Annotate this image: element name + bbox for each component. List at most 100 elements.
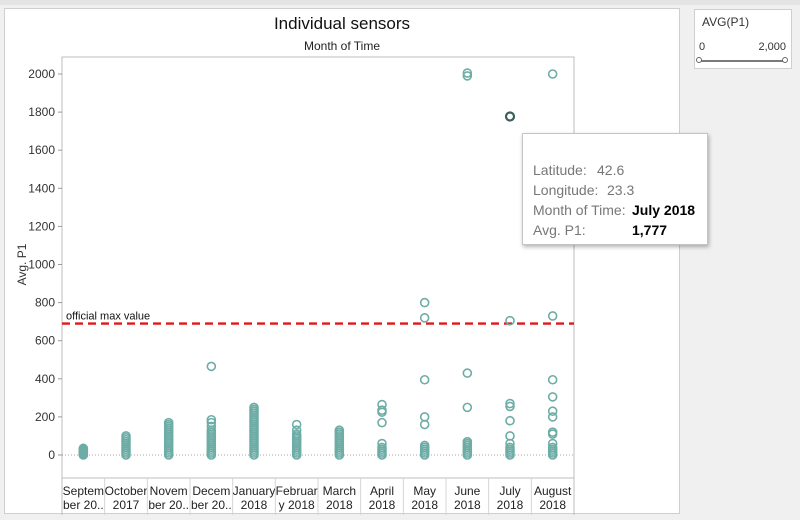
y-tick-label: 1200	[28, 219, 55, 233]
data-point	[547, 374, 558, 385]
x-tick-label: 2017	[113, 498, 140, 512]
x-tick-label: 2018	[497, 498, 524, 512]
data-point	[547, 392, 558, 402]
filter-min-label: 0	[699, 41, 706, 53]
y-axis-title: Avg. P1	[15, 243, 29, 285]
data-point	[291, 425, 302, 436]
x-tick-label: May	[413, 484, 436, 498]
chart-title: Individual sensors	[273, 14, 411, 33]
range-slider-max-handle[interactable]	[782, 57, 788, 63]
data-point	[206, 361, 217, 372]
y-tick-label: 200	[35, 410, 55, 424]
y-tick-label: 1600	[28, 143, 55, 157]
x-tick-label: June	[454, 484, 480, 498]
data-point	[547, 311, 558, 321]
data-point	[291, 429, 302, 439]
tooltip-month-value: July 2018	[632, 202, 696, 218]
x-tick-label: January	[233, 484, 276, 498]
data-point	[419, 297, 430, 308]
data-point	[377, 442, 387, 453]
tooltip-longitude-label: Longitude:	[533, 182, 599, 198]
x-tick-label: ber 20..	[191, 498, 232, 512]
data-point	[547, 69, 558, 79]
data-point	[419, 440, 430, 451]
x-tick-label: ber 20..	[148, 498, 189, 512]
plot-area-border	[61, 56, 575, 479]
data-point	[163, 417, 174, 428]
y-tick-label: 800	[35, 296, 55, 310]
data-point	[547, 412, 558, 422]
filter-max-label: 2,000	[758, 41, 786, 53]
scatter-plot[interactable]: 0 200 400 600 800 1000 1200 1400 1600 1800 2000 Avg…	[5, 9, 681, 515]
data-point	[249, 402, 259, 413]
top-bar	[0, 0, 800, 5]
y-tick-label: 600	[35, 334, 55, 348]
data-point	[547, 427, 558, 437]
x-tick-label: 2018	[241, 498, 268, 512]
x-tick-label: 2018	[539, 498, 566, 512]
x-tick-label: August	[534, 484, 572, 498]
x-tick-label: ber 20..	[63, 498, 104, 512]
data-point	[462, 68, 473, 78]
data-point	[547, 442, 558, 453]
data-point	[505, 398, 515, 409]
range-slider-min-handle[interactable]	[696, 57, 702, 63]
y-tick-label: 1800	[28, 105, 55, 119]
reference-line-label: official max value	[66, 311, 150, 323]
data-point	[419, 374, 430, 385]
data-point	[505, 315, 515, 326]
data-point	[505, 442, 515, 453]
data-point	[377, 438, 387, 449]
x-tick-label: October	[105, 484, 148, 498]
range-slider-track[interactable]	[696, 57, 788, 63]
data-point	[206, 421, 217, 432]
chart-worksheet: Individual sensors Month of Time 0 200 400…	[4, 8, 681, 515]
data-point	[505, 415, 515, 426]
data-point-highlighted	[504, 111, 516, 122]
x-tick-label: March	[323, 484, 356, 498]
x-tick-label: July	[499, 484, 520, 498]
data-point	[505, 431, 515, 441]
y-tick-label: 2000	[28, 67, 55, 81]
data-point	[291, 419, 302, 430]
x-tick-label: Septem	[63, 484, 104, 498]
data-point	[547, 438, 558, 449]
data-point	[505, 401, 515, 412]
tooltip-latitude-value: 42.6	[597, 162, 625, 178]
data-point	[462, 71, 473, 81]
x-tick-label: Novem	[150, 484, 188, 498]
x-tick-label: April	[370, 484, 394, 498]
tooltip-latitude-label: Latitude:	[533, 162, 587, 178]
x-tick-label: Februar	[276, 484, 318, 498]
data-point	[419, 313, 430, 323]
y-tick-label: 1000	[28, 258, 55, 272]
data-point	[419, 419, 430, 430]
data-point	[121, 431, 131, 441]
y-tick-label: 1400	[28, 181, 55, 195]
x-tick-label: y 2018	[279, 498, 315, 512]
x-tick-label: 2018	[369, 498, 396, 512]
column-header-title: Month of Time	[303, 39, 381, 53]
data-point	[206, 417, 217, 428]
y-tick-label: 400	[35, 372, 55, 386]
x-tick-label: Decem	[192, 484, 230, 498]
tooltip-p1-label: Avg. P1:	[533, 222, 586, 238]
tooltip-longitude-value: 23.3	[607, 182, 635, 198]
data-point	[377, 399, 387, 410]
tooltip-month-label: Month of Time:	[533, 202, 626, 218]
data-point	[334, 425, 345, 436]
data-point	[462, 402, 473, 413]
x-tick-label: 2018	[326, 498, 353, 512]
data-point	[78, 443, 89, 454]
data-point	[377, 405, 387, 416]
x-tick-label: 2018	[411, 498, 438, 512]
data-point	[547, 406, 558, 416]
x-tick-label: 2018	[454, 498, 481, 512]
data-point	[206, 414, 217, 425]
tooltip: Latitude: Longitude: Month of Time: Avg.…	[522, 133, 708, 245]
y-tick-label: 0	[48, 448, 55, 462]
filter-title: AVG(P1)	[702, 15, 750, 29]
data-point	[462, 368, 473, 378]
avg-p1-filter-card: AVG(P1) 0 2,000	[694, 9, 792, 69]
data-point	[377, 417, 387, 428]
